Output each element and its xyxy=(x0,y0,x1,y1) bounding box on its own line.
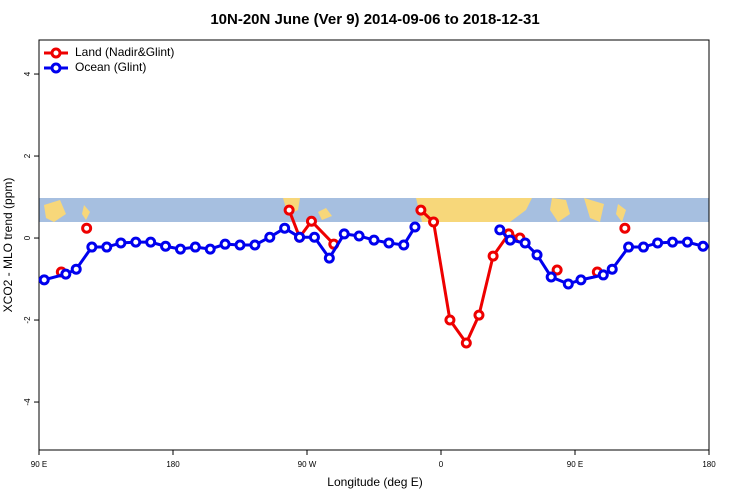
data-point xyxy=(415,204,427,216)
x-tick-label: 0 xyxy=(439,460,444,469)
data-point xyxy=(652,237,664,249)
land-patch xyxy=(550,198,570,222)
data-point xyxy=(160,240,172,252)
data-point xyxy=(264,231,276,243)
land-patch xyxy=(44,200,66,222)
data-point xyxy=(294,231,306,243)
land-patch xyxy=(584,198,604,222)
data-point xyxy=(619,222,631,234)
data-point xyxy=(551,264,563,276)
legend-label: Land (Nadir&Glint) xyxy=(75,45,174,59)
data-point xyxy=(597,269,609,281)
data-point xyxy=(338,228,350,240)
data-point xyxy=(81,222,93,234)
data-point xyxy=(38,274,50,286)
data-point xyxy=(323,252,335,264)
plot-frame xyxy=(38,39,710,451)
data-point xyxy=(219,238,231,250)
data-point xyxy=(473,309,485,321)
data-point xyxy=(667,236,679,248)
data-point xyxy=(623,241,635,253)
x-tick-label: 180 xyxy=(166,460,180,469)
data-point xyxy=(101,241,113,253)
data-point xyxy=(681,236,693,248)
data-point xyxy=(70,263,82,275)
map-strip xyxy=(39,198,709,222)
data-point xyxy=(531,249,543,261)
data-point xyxy=(398,239,410,251)
y-tick-label: 4 xyxy=(23,71,32,76)
ocean-strip xyxy=(39,198,709,222)
legend-marker xyxy=(50,47,62,59)
legend-label: Ocean (Glint) xyxy=(75,60,146,74)
data-point xyxy=(115,237,127,249)
x-tick-label: 90 E xyxy=(31,460,47,469)
data-point xyxy=(637,241,649,253)
y-tick-label: -4 xyxy=(23,398,32,406)
chart-title: 10N-20N June (Ver 9) 2014-09-06 to 2018-… xyxy=(210,11,539,28)
data-point xyxy=(428,216,440,228)
y-tick-label: 0 xyxy=(23,235,32,240)
x-tick-label: 90 E xyxy=(567,460,583,469)
data-point xyxy=(562,278,574,290)
data-point xyxy=(368,234,380,246)
data-point xyxy=(353,230,365,242)
data-point xyxy=(545,271,557,283)
x-tick-label: 180 xyxy=(702,460,716,469)
data-point xyxy=(189,241,201,253)
y-tick-label: 2 xyxy=(23,153,32,158)
data-point xyxy=(283,204,295,216)
y-axis-label: XCO2 - MLO trend (ppm) xyxy=(1,178,15,313)
data-point xyxy=(519,237,531,249)
data-point xyxy=(383,237,395,249)
data-point xyxy=(130,236,142,248)
data-point xyxy=(575,274,587,286)
data-point xyxy=(487,250,499,262)
data-point xyxy=(494,224,506,236)
data-point xyxy=(145,236,157,248)
land-patch xyxy=(82,205,90,220)
land-patch xyxy=(616,204,626,222)
data-point xyxy=(60,268,72,280)
land-patch xyxy=(318,208,332,220)
land-patch xyxy=(416,198,532,222)
data-point xyxy=(305,215,317,227)
data-point xyxy=(308,231,320,243)
data-point xyxy=(460,337,472,349)
data-point xyxy=(174,243,186,255)
data-point xyxy=(86,241,98,253)
x-tick-label: 90 W xyxy=(298,460,317,469)
data-point xyxy=(409,221,421,233)
data-point xyxy=(697,240,709,252)
legend-marker xyxy=(50,62,62,74)
y-tick-label: -2 xyxy=(23,316,32,324)
data-point xyxy=(444,314,456,326)
data-point xyxy=(249,239,261,251)
data-point xyxy=(504,234,516,246)
x-axis-label: Longitude (deg E) xyxy=(327,475,422,489)
data-point xyxy=(234,239,246,251)
data-point xyxy=(204,243,216,255)
data-point xyxy=(279,222,291,234)
data-point xyxy=(606,263,618,275)
